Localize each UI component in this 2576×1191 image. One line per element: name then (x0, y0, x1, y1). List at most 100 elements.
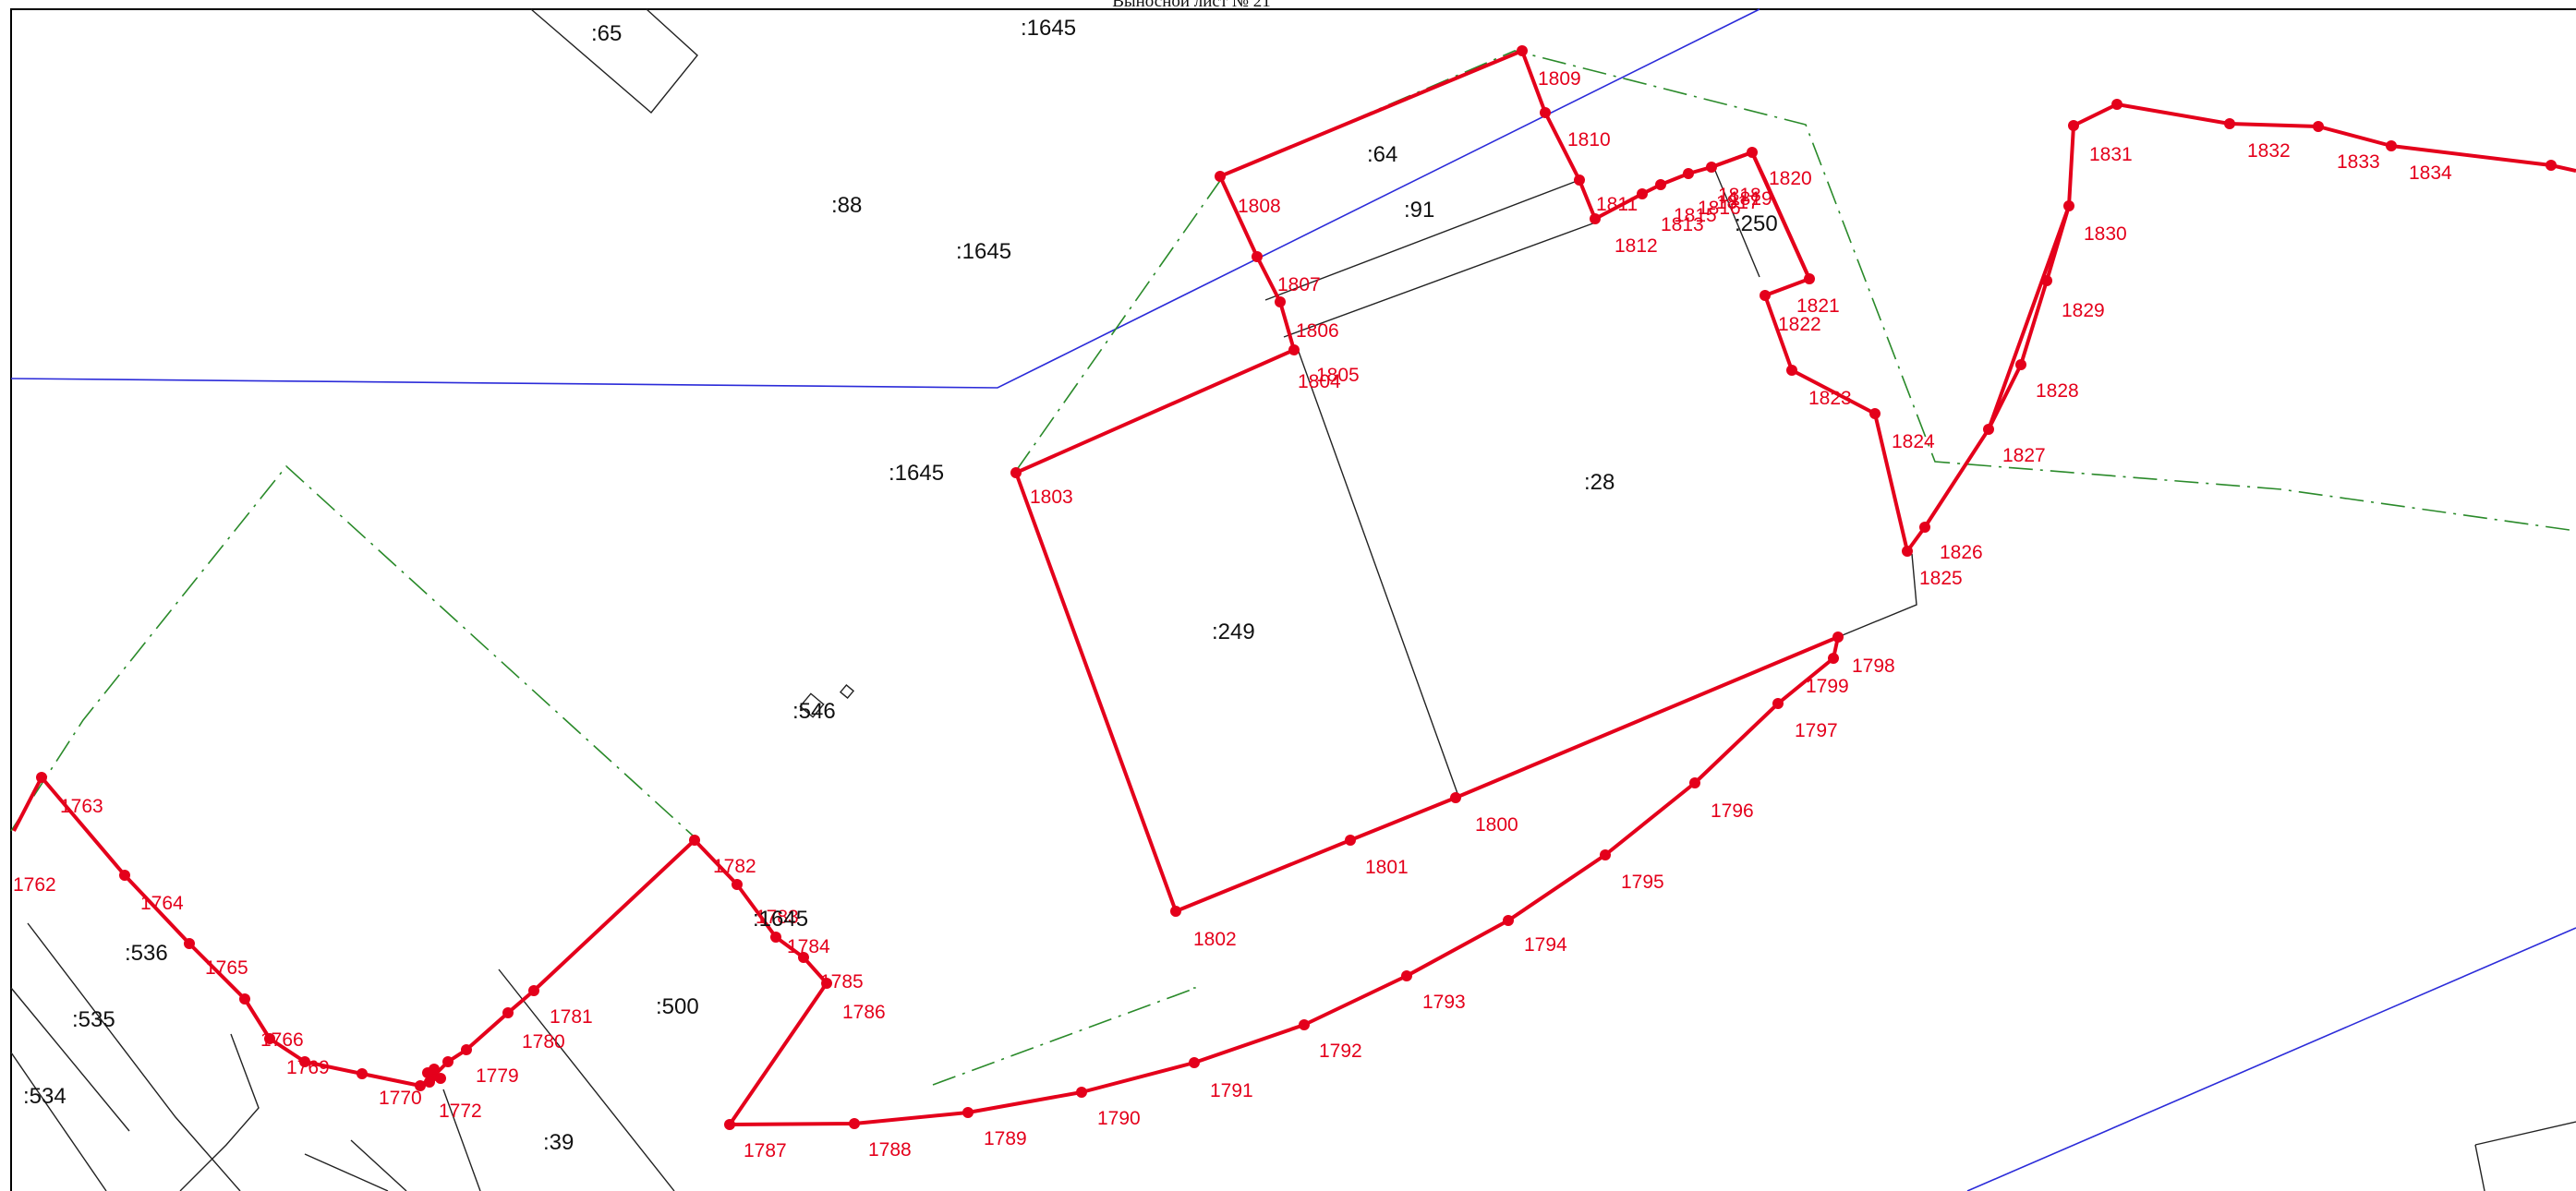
parcel-label: :534 (23, 1084, 67, 1109)
boundary-point (1345, 835, 1356, 846)
boundary-point (1869, 408, 1881, 419)
point-label: 1805 (1316, 365, 1360, 386)
boundary-point (1540, 107, 1551, 118)
parcel-label: :1645 (1021, 16, 1076, 41)
point-label: 1828 (2036, 380, 2079, 402)
point-label: 1812 (1615, 235, 1658, 257)
point-label: 1766 (260, 1029, 304, 1051)
boundary-segment (418, 636, 1840, 1126)
boundary-segment (1594, 102, 2118, 553)
boundary-point (1747, 147, 1758, 158)
point-label: 1796 (1711, 800, 1754, 822)
boundary-point (1983, 424, 1994, 435)
point-label: 1827 (2002, 445, 2046, 466)
boundary-point (357, 1068, 368, 1079)
boundary-point (422, 1067, 433, 1078)
parcel-label: :1645 (889, 461, 944, 486)
point-label: 1797 (1795, 720, 1838, 741)
boundary-point (2313, 121, 2324, 132)
parcel-label: :250 (1735, 211, 1778, 236)
parcel-label: :546 (792, 699, 836, 724)
boundary-point (442, 1056, 454, 1067)
parcel-edges (10, 8, 2576, 1191)
boundary-segment (1750, 151, 1811, 280)
boundary-point (1600, 849, 1611, 860)
boundary-point (1010, 467, 1022, 478)
point-label: 1825 (1919, 568, 1963, 589)
parcel-label: :1645 (956, 239, 1011, 264)
boundary-point (1299, 1019, 1310, 1030)
point-label: 1830 (2084, 223, 2127, 245)
boundary-point (1517, 45, 1528, 56)
boundary-point (528, 985, 539, 996)
point-label: 1781 (550, 1006, 593, 1028)
point-label: 1820 (1769, 168, 1812, 189)
point-label: 1794 (1524, 934, 1567, 956)
boundary-point (1828, 653, 1839, 664)
boundary-point (1919, 522, 1930, 533)
point-label: 1780 (522, 1031, 565, 1053)
boundary-point (461, 1044, 472, 1055)
boundary-point (1252, 251, 1263, 262)
point-label: 1787 (744, 1140, 787, 1161)
boundary-point (1804, 273, 1815, 284)
boundary-segment (1711, 150, 1753, 169)
point-label: 1784 (787, 936, 830, 957)
boundary-point (724, 1119, 735, 1130)
boundary-point (1832, 632, 1844, 643)
point-label: 1791 (1210, 1080, 1253, 1101)
point-label: 1833 (2337, 151, 2380, 173)
boundary-point (962, 1107, 974, 1118)
point-label: 1819 (1729, 188, 1772, 210)
point-label: 1799 (1806, 676, 1849, 697)
parcel-label: :88 (831, 193, 862, 218)
boundary-segment (1014, 49, 1839, 913)
boundary-point (119, 870, 130, 881)
parcel-label: :1645 (753, 907, 808, 932)
point-label: 1801 (1365, 857, 1409, 878)
point-label: 1811 (1596, 194, 1638, 215)
boundary-point (1590, 213, 1601, 224)
point-label: 1790 (1097, 1108, 1141, 1129)
boundary-point (849, 1118, 860, 1129)
parcel-label: :91 (1404, 198, 1434, 223)
boundary-point (2546, 160, 2557, 171)
point-label: 1821 (1796, 295, 1840, 317)
boundary-point (424, 1077, 435, 1088)
boundary-point (239, 993, 250, 1005)
zone-boundaries (10, 50, 2576, 1086)
boundary-point (435, 1073, 446, 1084)
point-label: 1818 (1718, 185, 1761, 206)
parcel-label: :535 (72, 1007, 115, 1032)
boundary-segment (12, 776, 43, 832)
point-label: 1832 (2247, 140, 2291, 162)
point-label: 1815 (1674, 205, 1717, 226)
point-label: 1826 (1940, 542, 1983, 563)
point-label: 1822 (1778, 314, 1821, 335)
boundary-point (1275, 296, 1286, 307)
boundary-point (1215, 171, 1226, 182)
point-label: 1788 (868, 1139, 912, 1161)
sheet-title: Выносной лист № 21 (1112, 0, 1271, 11)
parcel-label: :536 (125, 941, 168, 966)
boundary-point (299, 1056, 310, 1067)
point-label: 1831 (2089, 144, 2133, 165)
point-label: 1803 (1030, 487, 1073, 508)
parcel-labels: :65 :1645 :88 :1645 :64 :91 :250 :1645 :… (23, 16, 1778, 1155)
boundary-point (1902, 546, 1913, 557)
boundary-points (36, 45, 2557, 1130)
boundary-point (1288, 344, 1300, 355)
point-label: 1809 (1538, 68, 1581, 90)
road-lines (10, 8, 2576, 1191)
boundary-point (732, 879, 743, 890)
boundary-point (1786, 365, 1797, 376)
point-label: 1798 (1852, 656, 1895, 677)
boundary-point (821, 978, 832, 989)
boundary-point (689, 835, 700, 846)
boundary-point (1683, 168, 1694, 179)
point-label: 1807 (1277, 274, 1321, 295)
boundary-point (1450, 792, 1461, 803)
point-label: 1802 (1193, 929, 1237, 950)
boundary-point (2063, 200, 2074, 211)
